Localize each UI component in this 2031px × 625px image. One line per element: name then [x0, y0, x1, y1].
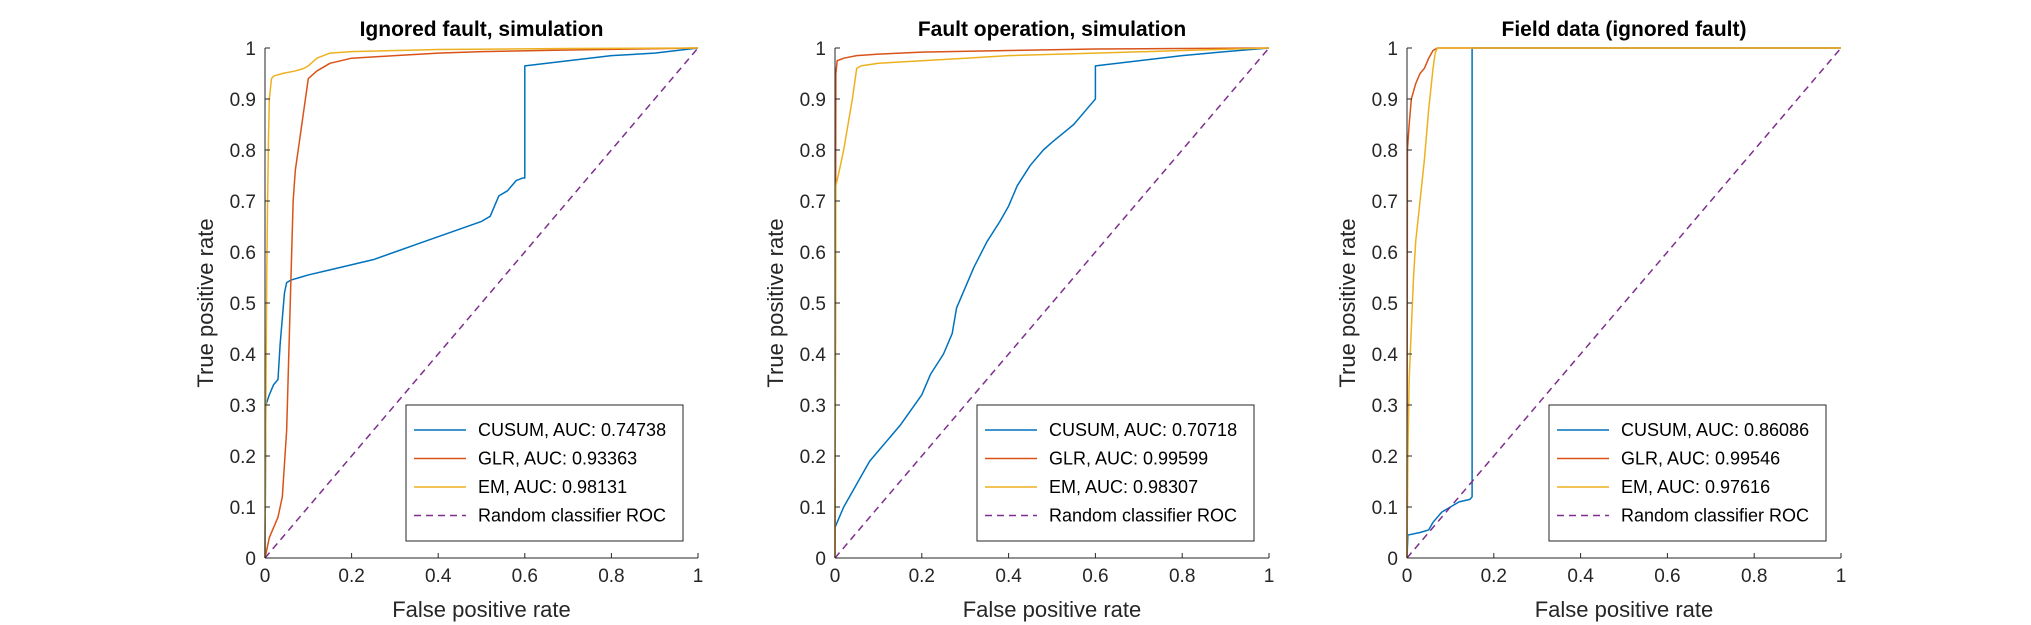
legend: CUSUM, AUC: 0.86086 GLR, AUC: 0.99546 EM, …: [1548, 404, 1827, 542]
series-line-4: [834, 47, 1270, 559]
series-line-1: [834, 47, 1270, 528]
y-tick-label: 0.6: [800, 243, 826, 264]
x-tick-label: 1: [1836, 566, 1847, 587]
panel-title: Field data (ignored fault): [1502, 18, 1747, 41]
x-tick-label: 0: [1402, 566, 1413, 587]
x-axis-label: False positive rate: [963, 597, 1142, 622]
legend-entry: GLR, AUC: 0.93363: [478, 449, 637, 469]
y-tick-label: 0.4: [800, 345, 827, 366]
legend-entry: CUSUM, AUC: 0.70718: [1049, 420, 1237, 440]
series-line-3: [834, 47, 1270, 559]
x-tick-label: 1: [1264, 566, 1275, 587]
y-tick-label: 0.1: [230, 498, 256, 519]
y-tick-label: 0.5: [230, 294, 256, 315]
legend-entry: EM, AUC: 0.98307: [1049, 477, 1198, 497]
x-tick-label: 0.6: [1082, 566, 1108, 587]
y-tick-label: 0.8: [800, 141, 826, 162]
x-tick-label: 0.8: [1169, 566, 1195, 587]
y-tick-label: 0.4: [1372, 345, 1399, 366]
x-tick-label: 0.2: [338, 566, 364, 587]
y-axis-label: True positive rate: [1335, 218, 1360, 387]
y-tick-label: 1: [815, 39, 826, 60]
series-line-2: [834, 47, 1270, 559]
y-tick-label: 0: [245, 549, 256, 570]
legend-box: [976, 404, 1255, 542]
roc-panel-2: 0 0.2 0.4 0.6 0.8 1 0 0.1 0.2 0.3 0.4 0.5 0.6 0.7 0.8 0…: [763, 18, 1274, 622]
roc-panel-1: 0 0.2 0.4 0.6 0.8 1 0 0.1 0.2 0.3 0.4 0.5 0.6 0.7 0.8 0…: [193, 18, 703, 622]
y-tick-label: 0.2: [230, 447, 256, 468]
y-tick-label: 0.3: [230, 396, 256, 417]
x-tick-label: 0.2: [1481, 566, 1507, 587]
y-tick-label: 0.5: [1372, 294, 1398, 315]
series-line-4: [264, 47, 699, 559]
x-tick-label: 0.4: [425, 566, 452, 587]
y-axis-label: True positive rate: [763, 218, 788, 387]
roc-panel-3: 0 0.2 0.4 0.6 0.8 1 0 0.1 0.2 0.3 0.4 0.5 0.6 0.7 0.8 0…: [1335, 18, 1846, 622]
legend-entry: Random classifier ROC: [478, 506, 666, 526]
series-line-2: [1406, 47, 1841, 559]
y-tick-label: 0.7: [230, 192, 256, 213]
x-tick-label: 0.6: [1654, 566, 1680, 587]
legend: CUSUM, AUC: 0.74738 GLR, AUC: 0.93363 EM, …: [405, 404, 684, 542]
y-tick-label: 0.3: [800, 396, 826, 417]
series-line-3: [1406, 47, 1841, 559]
series-line-3: [264, 47, 699, 559]
x-tick-label: 0.8: [598, 566, 624, 587]
legend-entry: GLR, AUC: 0.99599: [1049, 449, 1208, 469]
x-tick-label: 0.4: [1567, 566, 1594, 587]
y-tick-label: 0.7: [1372, 192, 1398, 213]
legend-entry: Random classifier ROC: [1049, 506, 1237, 526]
x-tick-label: 0: [830, 566, 841, 587]
y-tick-label: 1: [1387, 39, 1398, 60]
series-line-2: [264, 47, 699, 559]
y-tick-label: 0.1: [1372, 498, 1398, 519]
x-tick-label: 0.4: [995, 566, 1022, 587]
y-tick-label: 0: [1387, 549, 1398, 570]
x-tick-label: 0.6: [512, 566, 538, 587]
y-tick-label: 0.8: [1372, 141, 1398, 162]
y-tick-label: 0.7: [800, 192, 826, 213]
panel-title: Fault operation, simulation: [918, 18, 1186, 41]
y-tick-label: 0.6: [1372, 243, 1398, 264]
y-tick-label: 1: [245, 39, 256, 60]
y-tick-label: 0.2: [1372, 447, 1398, 468]
legend-entry: EM, AUC: 0.97616: [1621, 477, 1770, 497]
legend-entry: EM, AUC: 0.98131: [478, 477, 627, 497]
x-tick-label: 0.8: [1741, 566, 1767, 587]
legend-box: [405, 404, 684, 542]
y-tick-label: 0.5: [800, 294, 826, 315]
series-line-4: [1406, 47, 1842, 559]
legend-entry: CUSUM, AUC: 0.74738: [478, 420, 666, 440]
x-tick-label: 0.2: [909, 566, 935, 587]
legend-entry: CUSUM, AUC: 0.86086: [1621, 420, 1809, 440]
y-tick-label: 0.9: [230, 90, 256, 111]
x-axis-label: False positive rate: [392, 597, 571, 622]
panel-title: Ignored fault, simulation: [360, 18, 604, 41]
x-tick-label: 1: [693, 566, 704, 587]
x-axis-label: False positive rate: [1535, 597, 1714, 622]
y-tick-label: 0.2: [800, 447, 826, 468]
y-tick-label: 0.3: [1372, 396, 1398, 417]
y-tick-label: 0.9: [1372, 90, 1398, 111]
series-line-1: [264, 47, 699, 559]
y-tick-label: 0.4: [230, 345, 257, 366]
series-line-1: [1406, 47, 1841, 559]
y-tick-label: 0.9: [800, 90, 826, 111]
legend-entry: Random classifier ROC: [1621, 506, 1809, 526]
y-axis-label: True positive rate: [193, 218, 218, 387]
legend-box: [1548, 404, 1827, 542]
legend: CUSUM, AUC: 0.70718 GLR, AUC: 0.99599 EM, …: [976, 404, 1255, 542]
y-tick-label: 0.6: [230, 243, 256, 264]
y-tick-label: 0.8: [230, 141, 256, 162]
y-tick-label: 0: [815, 549, 826, 570]
legend-entry: GLR, AUC: 0.99546: [1621, 449, 1780, 469]
x-tick-label: 0: [260, 566, 271, 587]
y-tick-label: 0.1: [800, 498, 826, 519]
